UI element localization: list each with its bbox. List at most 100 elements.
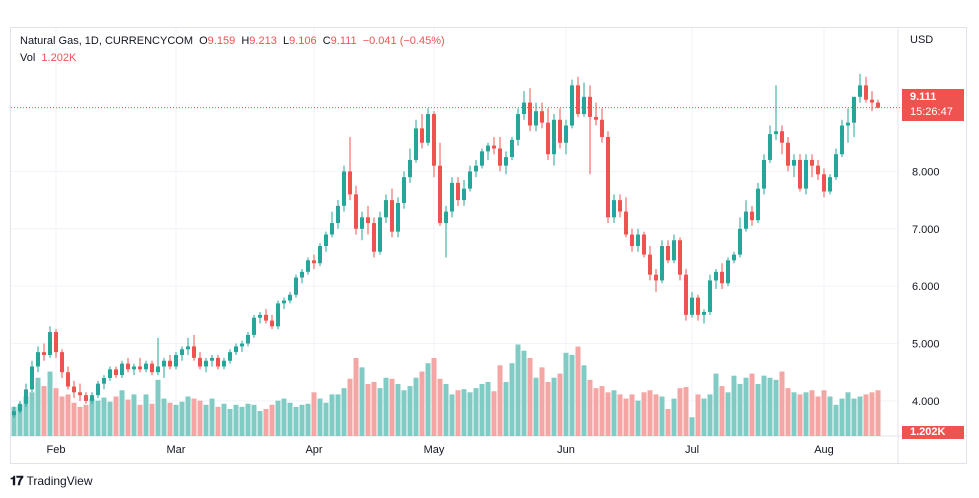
candle bbox=[822, 168, 826, 198]
candle bbox=[270, 314, 274, 330]
volume-bar bbox=[353, 358, 359, 436]
candle-body bbox=[798, 159, 802, 189]
volume-bar bbox=[125, 399, 131, 436]
candle bbox=[666, 240, 670, 264]
candle bbox=[672, 234, 676, 264]
candle bbox=[432, 111, 436, 178]
volume-bar bbox=[113, 396, 119, 436]
candle-body bbox=[330, 223, 334, 235]
bar-countdown: 15:26:47 bbox=[910, 106, 953, 118]
candle bbox=[732, 251, 736, 264]
candle bbox=[630, 228, 634, 252]
volume-bar bbox=[749, 373, 755, 436]
x-tick-label: Mar bbox=[167, 444, 186, 456]
candle-body bbox=[576, 85, 580, 115]
chart-frame[interactable] bbox=[10, 27, 967, 464]
candle bbox=[618, 194, 622, 218]
ohlc-legend: Natural Gas, 1D, CURRENCYCOM O9.159 H9.2… bbox=[20, 35, 445, 47]
candle-body bbox=[426, 114, 430, 143]
candle bbox=[408, 148, 412, 183]
candle bbox=[30, 360, 34, 393]
candle-body bbox=[198, 357, 202, 367]
candle-body bbox=[192, 346, 196, 358]
volume-bar bbox=[329, 394, 335, 436]
volume-bar bbox=[179, 401, 185, 436]
candle-body bbox=[744, 211, 748, 229]
volume-bar bbox=[827, 396, 833, 436]
candle bbox=[390, 188, 394, 238]
y-tick-label: 6.000 bbox=[912, 281, 940, 293]
volume-bar bbox=[659, 396, 665, 436]
volume-bar bbox=[65, 394, 71, 436]
candle bbox=[174, 352, 178, 370]
volume-bar bbox=[539, 367, 545, 436]
candle bbox=[60, 349, 64, 378]
candle bbox=[678, 237, 682, 281]
candle-body bbox=[600, 119, 604, 137]
tradingview-logo[interactable]: 𝟏𝟕 TradingView bbox=[10, 473, 93, 489]
volume-bar bbox=[401, 390, 407, 436]
volume-bar bbox=[413, 377, 419, 436]
candle-body bbox=[138, 366, 142, 370]
candle-body bbox=[534, 111, 538, 126]
candle-body bbox=[684, 274, 688, 315]
volume-bar bbox=[383, 377, 389, 436]
candle-body bbox=[816, 165, 820, 175]
volume-bar bbox=[461, 389, 467, 436]
candle-body bbox=[546, 122, 550, 155]
candle bbox=[318, 243, 322, 267]
candle-body bbox=[774, 131, 778, 135]
candle-body bbox=[354, 194, 358, 229]
candle-body bbox=[444, 211, 448, 224]
candle-body bbox=[90, 395, 94, 401]
volume-bar bbox=[575, 346, 581, 436]
candle-body bbox=[408, 159, 412, 178]
volume-bar bbox=[389, 378, 395, 436]
candle-body bbox=[498, 148, 502, 166]
candle bbox=[246, 332, 250, 347]
candle bbox=[372, 217, 376, 258]
candle-body bbox=[768, 134, 772, 160]
candle bbox=[186, 337, 190, 355]
candle-body bbox=[288, 294, 292, 301]
candle bbox=[24, 383, 28, 407]
volume-bar bbox=[491, 391, 497, 436]
candle-body bbox=[252, 317, 256, 335]
volume-bar bbox=[119, 390, 125, 436]
volume-bar bbox=[815, 396, 821, 436]
symbol-title[interactable]: Natural Gas, 1D, CURRENCYCOM bbox=[20, 35, 193, 47]
volume-bar bbox=[311, 392, 317, 436]
volume-bar bbox=[767, 377, 773, 436]
candle-body bbox=[738, 228, 742, 255]
candle bbox=[594, 102, 598, 126]
candle-body bbox=[78, 392, 82, 396]
volume-bar bbox=[419, 371, 425, 436]
candle-body bbox=[324, 234, 328, 246]
candle-body bbox=[162, 360, 166, 367]
candle-body bbox=[714, 271, 718, 281]
candle-body bbox=[480, 151, 484, 166]
volume-bar bbox=[299, 404, 305, 436]
volume-bar bbox=[611, 390, 617, 436]
candle bbox=[468, 165, 472, 192]
volume-bar bbox=[443, 384, 449, 436]
candle-body bbox=[834, 154, 838, 178]
volume-bar bbox=[221, 403, 227, 436]
x-tick-label: Aug bbox=[814, 444, 834, 456]
volume-bar bbox=[665, 408, 671, 436]
y-tick-label: 4.000 bbox=[912, 396, 940, 408]
candle-body bbox=[228, 352, 232, 361]
volume-bar bbox=[599, 386, 605, 436]
candle-body bbox=[180, 349, 184, 355]
candle-body bbox=[654, 274, 658, 281]
candle-body bbox=[366, 217, 370, 224]
candle-body bbox=[72, 386, 76, 393]
candle bbox=[534, 102, 538, 132]
candlesticks bbox=[12, 73, 880, 419]
candle-body bbox=[18, 403, 22, 412]
volume-bar bbox=[869, 392, 875, 436]
candle-body bbox=[516, 114, 520, 140]
candle bbox=[276, 300, 280, 330]
volume-bar bbox=[839, 398, 845, 436]
